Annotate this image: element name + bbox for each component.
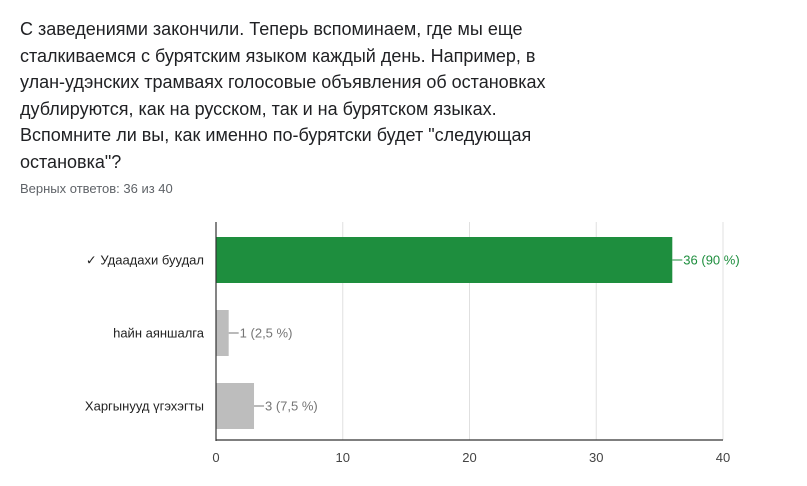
- x-tick-label: 40: [716, 450, 730, 465]
- x-tick-label: 20: [462, 450, 476, 465]
- question-text: С заведениями закончили. Теперь вспомина…: [20, 16, 580, 175]
- bar: [216, 383, 255, 429]
- category-label: Харгынууд үгэхэгты: [85, 399, 204, 414]
- question-line: С заведениями закончили. Теперь вспомина…: [20, 19, 523, 39]
- question-line: Вспомните ли вы, как именно по-бурятски …: [20, 125, 532, 145]
- axes: [215, 222, 723, 441]
- data-label: 36 (90 %): [683, 253, 739, 268]
- question-line: улан-удэнских трамваях голосовые объявле…: [20, 72, 546, 92]
- bars: [216, 237, 673, 429]
- labels: 0 10 20 30 40 ✓ Удаадахи буудал 36 (90 %) һайн …: [85, 253, 740, 466]
- x-tick-label: 10: [336, 450, 350, 465]
- bar: [216, 237, 673, 283]
- bar: [216, 310, 229, 356]
- x-tick-label: 30: [589, 450, 603, 465]
- data-label: 1 (2,5 %): [240, 326, 293, 341]
- correct-answers-count: Верных ответов: 36 из 40: [20, 181, 173, 196]
- question-line: дублируются, как на русском, так и на бу…: [20, 98, 497, 119]
- x-tick-label: 0: [212, 450, 219, 465]
- question-line: остановка"?: [20, 151, 122, 172]
- data-label: 3 (7,5 %): [265, 399, 318, 414]
- question-line: сталкиваемся с бурятским языком каждый д…: [20, 45, 536, 66]
- category-label: ✓ Удаадахи буудал: [86, 253, 204, 268]
- category-label: һайн аяншалга: [113, 326, 205, 341]
